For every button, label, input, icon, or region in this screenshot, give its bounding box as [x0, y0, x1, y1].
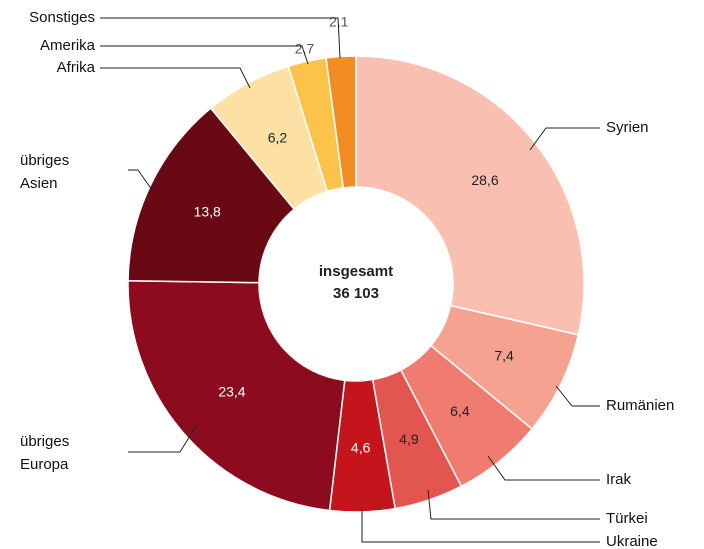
donut-segment — [325, 55, 357, 189]
leader-line — [100, 45, 309, 65]
category-label: Amerika — [39, 37, 95, 54]
value-label: 6,2 — [268, 130, 288, 146]
leader-line — [100, 17, 341, 59]
leader-line — [361, 510, 600, 543]
leader-line — [128, 425, 197, 453]
value-label: 28,6 — [471, 172, 498, 188]
donut-hole — [259, 187, 453, 381]
leader-line — [529, 127, 600, 151]
value-label: 7,4 — [494, 347, 514, 363]
donut-segment — [355, 55, 585, 336]
value-label: 13,8 — [194, 203, 221, 219]
value-label: 2,7 — [295, 40, 315, 56]
leader-line — [487, 455, 600, 481]
category-label: Irak — [606, 471, 632, 488]
category-label: Afrika — [56, 59, 95, 76]
value-label: 4,6 — [351, 440, 371, 456]
value-label: 4,9 — [399, 431, 419, 447]
category-label: Rumänien — [606, 397, 675, 414]
value-label: 2,1 — [329, 13, 349, 29]
category-label: Sonstiges — [29, 9, 95, 26]
category-label: Türkei — [606, 510, 648, 527]
leader-line — [100, 67, 251, 89]
category-label: Ukraine — [606, 533, 658, 549]
category-label: Syrien — [606, 119, 649, 136]
category-label: übriges Asien — [20, 152, 70, 192]
value-label: 23,4 — [218, 384, 245, 400]
category-label: übriges Europa — [20, 433, 70, 473]
donut-segment — [127, 280, 346, 512]
leader-line — [555, 385, 600, 407]
center-title: insgesamt — [319, 263, 393, 280]
value-label: 6,4 — [450, 403, 470, 419]
leader-line — [128, 169, 153, 191]
center-value: 36 103 — [333, 285, 379, 302]
donut-segment — [127, 107, 296, 284]
leader-line — [427, 489, 600, 520]
